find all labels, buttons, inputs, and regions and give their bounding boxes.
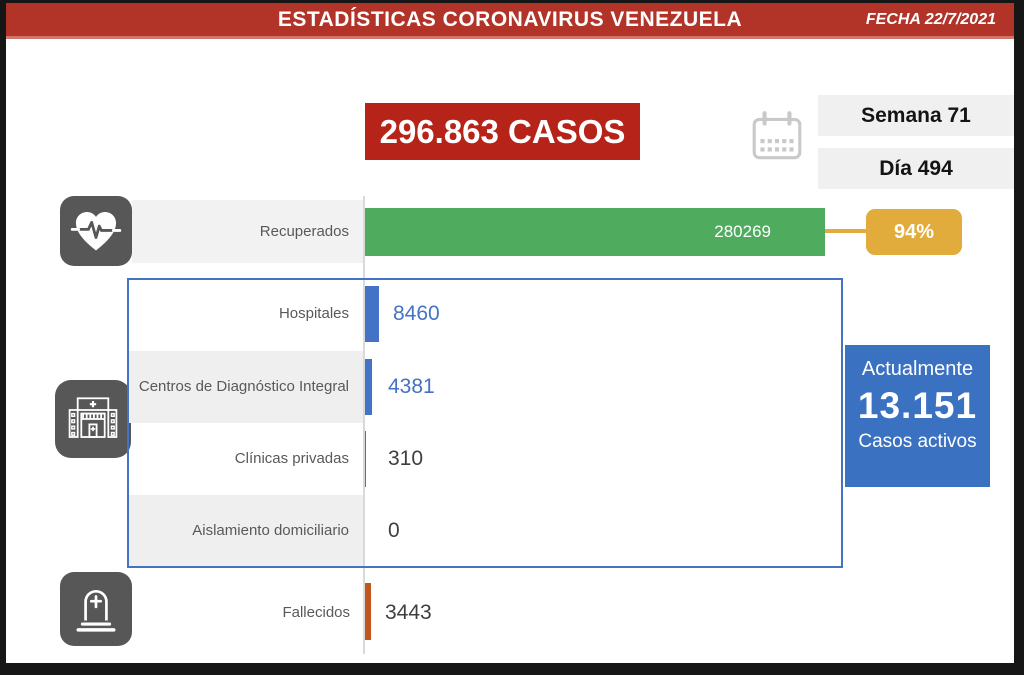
calendar-icon (748, 108, 806, 166)
active-cases-label: Casos activos (858, 431, 977, 452)
frame-top-edge (0, 0, 1024, 3)
day-badge: Día 494 (818, 148, 1014, 189)
active-cases-value: 13.151 (857, 385, 978, 426)
frame-bottom-edge (0, 663, 1024, 675)
row-label-hospitales: Hospitales (278, 305, 349, 322)
value-aislamiento: 0 (388, 519, 400, 542)
value-recuperados: 280269 (714, 222, 771, 241)
chart-axis-line (363, 196, 365, 654)
value-hospitales: 8460 (393, 302, 440, 325)
row-label-centros-diagnostico: Centros de Diagnóstico Integral (129, 351, 363, 423)
bar-hospitales (365, 286, 379, 342)
row-label-recuperados: Recuperados (132, 200, 363, 263)
row-label-clinicas-privadas: Clínicas privadas (234, 450, 349, 467)
active-cases-caption: Actualmente (861, 358, 974, 380)
bar-clinicas-privadas (365, 431, 366, 487)
recovered-percent-badge: 94% (866, 209, 962, 255)
value-clinicas-privadas: 310 (388, 447, 424, 470)
row-label-aislamiento: Aislamiento domiciliario (129, 495, 363, 567)
active-cases-box: Actualmente 13.151 Casos activos (845, 345, 990, 487)
value-fallecidos: 3443 (385, 601, 432, 624)
header-bar: ESTADÍSTICAS CORONAVIRUS VENEZUELA FECHA… (6, 3, 1014, 36)
tombstone-icon (60, 572, 132, 646)
value-centros-diagnostico: 4381 (388, 375, 435, 398)
page-title: ESTADÍSTICAS CORONAVIRUS VENEZUELA (277, 8, 743, 31)
heartbeat-icon (60, 196, 132, 266)
row-label-fallecidos: Fallecidos (282, 604, 350, 621)
frame-right-edge (1014, 0, 1024, 675)
bar-centros-diagnostico (365, 359, 373, 415)
hospital-icon (55, 380, 131, 458)
percent-connector-line (823, 229, 868, 233)
bar-fallecidos (365, 583, 371, 640)
bar-recuperados: 280269 (365, 208, 825, 256)
total-cases-box: 296.863 CASOS (365, 103, 640, 160)
week-badge: Semana 71 (818, 95, 1014, 136)
frame-left-edge (0, 0, 6, 675)
header-underline (6, 36, 1014, 39)
header-date: FECHA 22/7/2021 (865, 11, 996, 28)
